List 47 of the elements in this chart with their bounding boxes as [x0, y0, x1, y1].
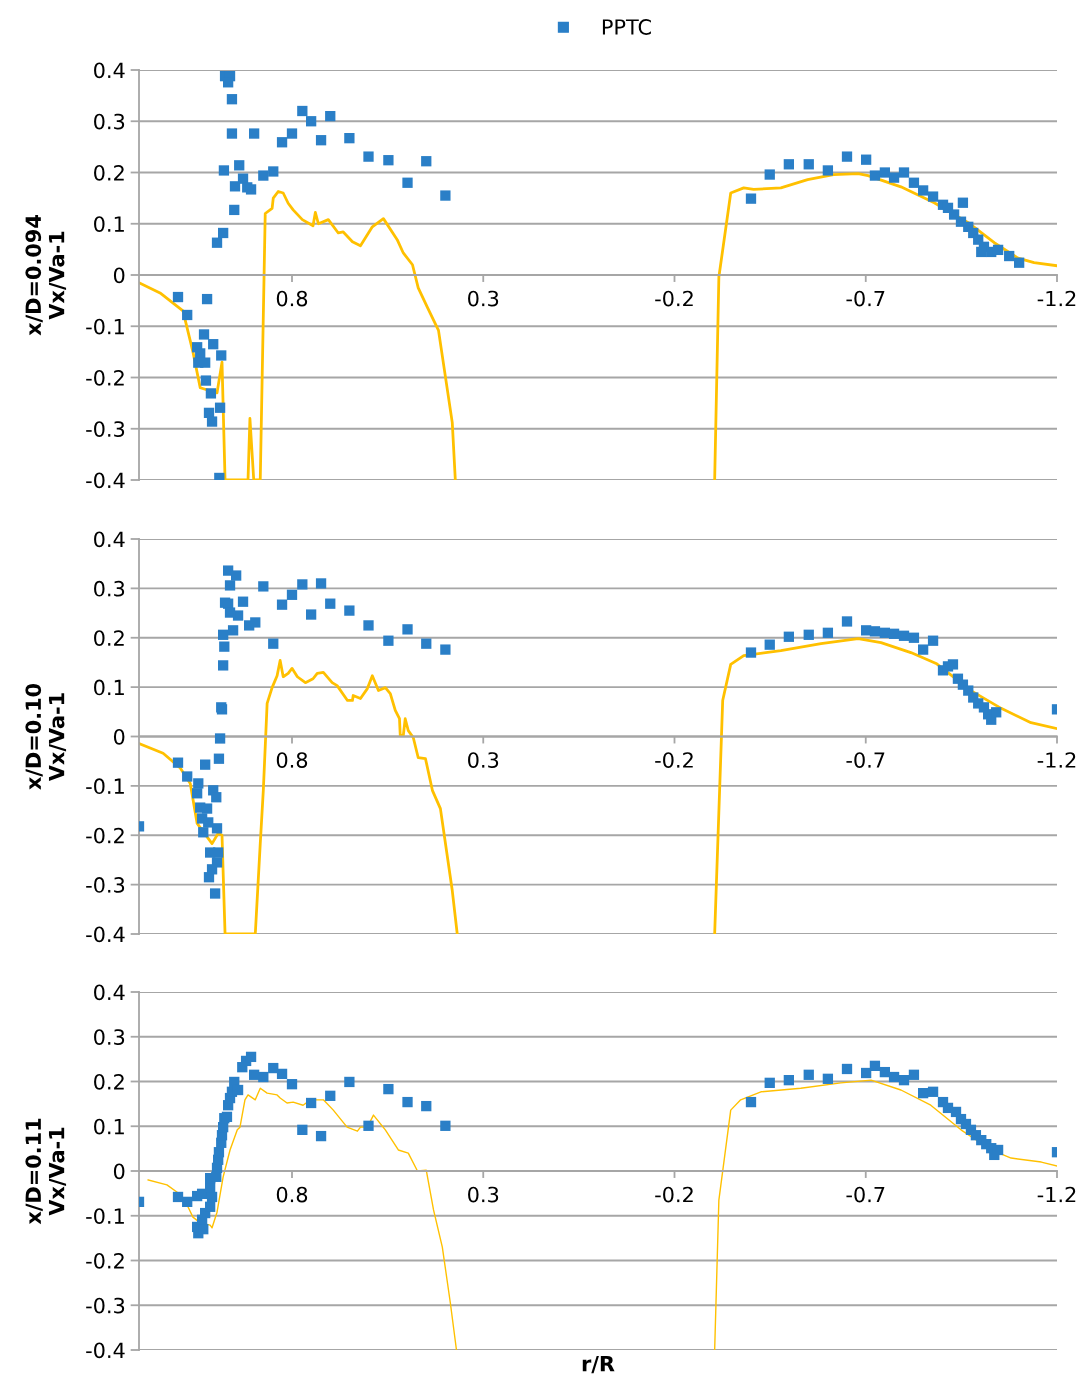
y-tick-label: 0.3: [94, 113, 125, 130]
y-axis-title: x/D=0.094 Vx/Va-1: [25, 215, 67, 336]
y-tick-label: -0.2: [86, 369, 124, 386]
x-axis-title: r/R: [582, 1356, 615, 1374]
x-tick-label: -0.7: [846, 752, 885, 768]
x-tick-label: -0.2: [655, 1186, 693, 1203]
y-tick-label: 0.4: [94, 531, 125, 548]
y-tick-label: 0.1: [94, 679, 124, 696]
y-tick-label: 0.1: [94, 1118, 124, 1135]
x-tick-label: 0.8: [276, 1186, 308, 1203]
x-tick-label: 0.3: [468, 752, 499, 768]
y-tick-label: 0.2: [94, 630, 124, 646]
x-tick-label: -0.2: [655, 290, 693, 307]
y-tick-label: -0.4: [86, 1342, 125, 1359]
x-tick-label: 0.3: [468, 1186, 499, 1203]
y-axis-title: x/D=0.10 Vx/Va-1: [25, 683, 67, 790]
y-tick-label: 0.4: [94, 984, 125, 1001]
legend-label: PPTC: [602, 19, 651, 35]
x-tick-label: 0.8: [276, 752, 308, 768]
y-tick-label: -0.2: [86, 827, 124, 844]
x-tick-label: -1.2: [1037, 752, 1076, 768]
x-tick-label: -1.2: [1037, 290, 1076, 307]
y-tick-label: 0: [113, 1163, 125, 1180]
y-tick-label: -0.1: [86, 318, 124, 335]
y-tick-label: -0.3: [86, 1297, 125, 1314]
y-tick-label: -0.1: [86, 778, 124, 795]
y-tick-label: -0.1: [86, 1208, 124, 1224]
y-tick-label: 0.4: [94, 62, 125, 79]
x-tick-label: -0.7: [846, 290, 885, 307]
x-tick-label: 0.8: [276, 290, 308, 307]
y-tick-label: 0.2: [94, 164, 124, 181]
x-tick-label: -0.2: [655, 752, 693, 768]
x-tick-label: -1.2: [1037, 1186, 1076, 1203]
y-tick-label: 0.3: [94, 580, 125, 597]
y-tick-label: -0.2: [86, 1252, 124, 1269]
y-tick-label: 0: [113, 728, 125, 745]
y-tick-label: -0.4: [86, 472, 125, 489]
y-tick-label: 0: [113, 267, 125, 284]
y-tick-label: 0.1: [94, 216, 124, 232]
y-axis-title: x/D=0.11 Vx/Va-1: [25, 1118, 67, 1225]
y-tick-label: -0.4: [86, 926, 125, 943]
x-tick-label: -0.7: [846, 1186, 885, 1203]
y-tick-label: -0.3: [86, 877, 125, 893]
y-tick-label: 0.2: [94, 1073, 124, 1090]
y-tick-label: -0.3: [86, 421, 125, 437]
y-tick-label: 0.3: [94, 1029, 125, 1045]
x-tick-label: 0.3: [468, 290, 499, 307]
